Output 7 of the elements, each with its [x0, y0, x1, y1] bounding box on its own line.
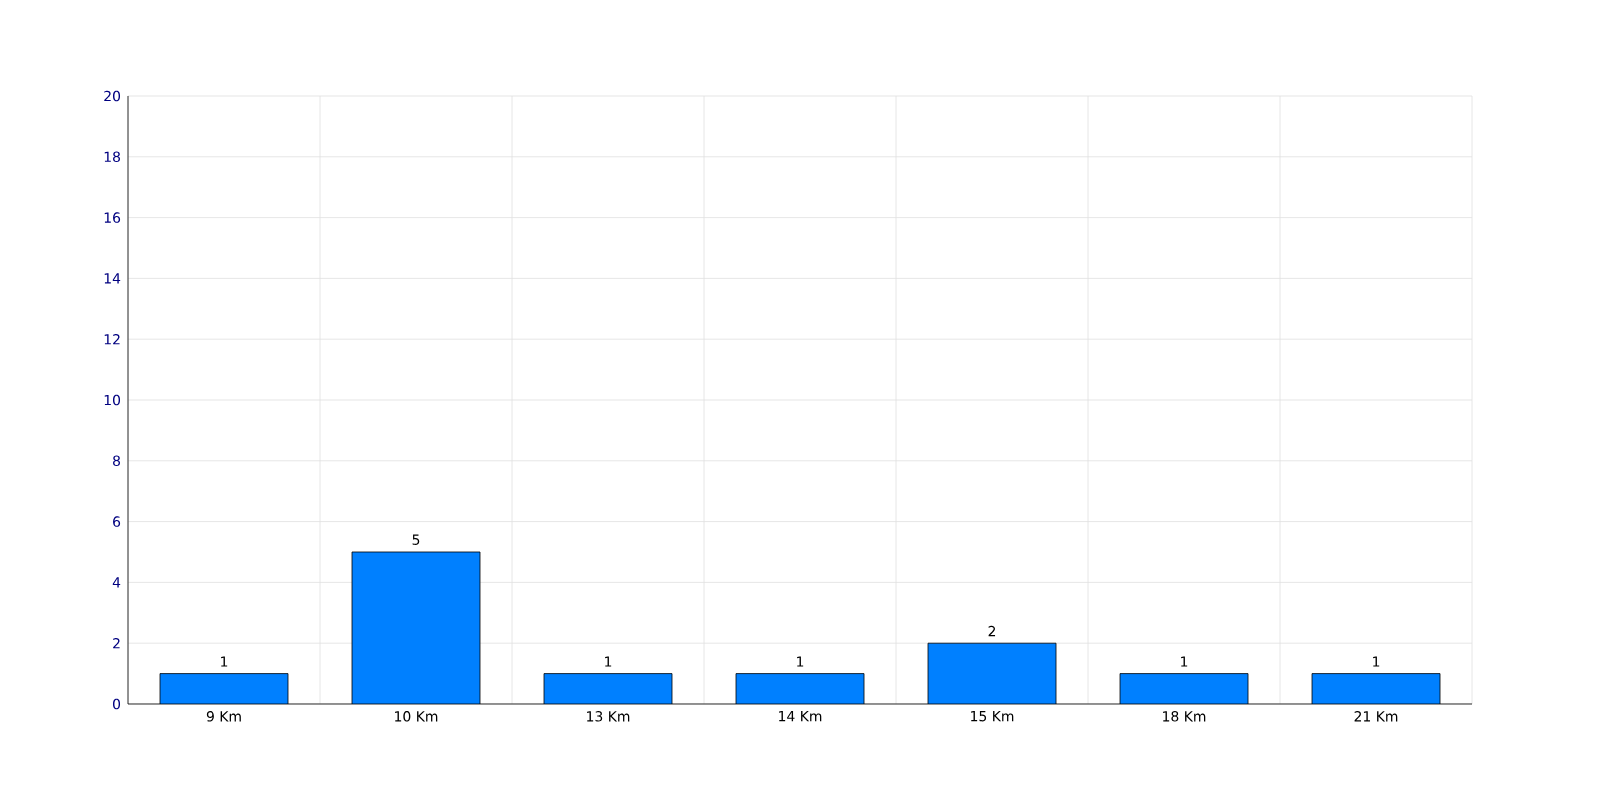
bar	[1311, 673, 1441, 704]
bar	[928, 643, 1057, 704]
bar	[352, 552, 481, 704]
bar	[1120, 673, 1249, 704]
bar	[160, 673, 289, 704]
bar	[736, 673, 865, 704]
bar	[544, 673, 673, 704]
